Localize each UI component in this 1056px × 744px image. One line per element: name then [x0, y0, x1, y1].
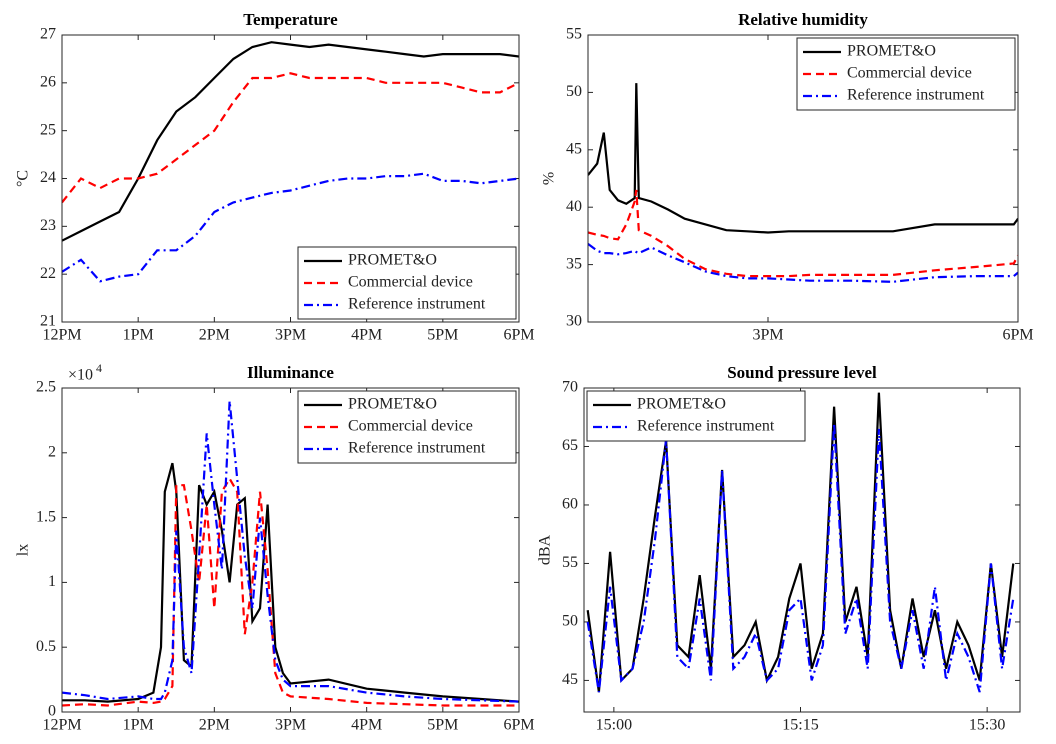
series-line [586, 423, 1015, 693]
x-tick-label: 6PM [1002, 327, 1033, 344]
series-line [588, 83, 1018, 234]
y-tick-label: 0 [48, 703, 56, 720]
y-tick-label: 2 [48, 443, 56, 460]
y-axis-label: dBA [537, 534, 554, 565]
legend-label: Commercial device [348, 274, 473, 291]
legend-label: PROMET&O [348, 252, 437, 269]
y-tick-label: 45 [562, 671, 578, 688]
y-multiplier: ×10 [68, 367, 93, 384]
x-tick-label: 15:00 [596, 717, 632, 734]
x-tick-label: 6PM [503, 327, 534, 344]
series-line [588, 189, 1018, 278]
x-tick-label: 12PM [42, 717, 81, 734]
y-multiplier-exponent: 4 [96, 361, 102, 375]
x-tick-label: 2PM [199, 717, 230, 734]
axes-frame [61, 387, 520, 713]
x-tick-label: 4PM [351, 717, 382, 734]
y-tick-label: 25 [40, 121, 56, 138]
y-tick-label: 55 [562, 554, 578, 571]
x-tick-label: 6PM [503, 717, 534, 734]
chart-title: Sound pressure level [727, 363, 877, 382]
y-tick-label: 24 [40, 169, 56, 186]
y-tick-label: 50 [566, 83, 582, 100]
series-line [62, 72, 519, 204]
y-tick-label: 26 [40, 74, 56, 91]
legend-label: Commercial device [847, 65, 972, 82]
y-tick-label: 23 [40, 217, 56, 234]
legend-label: Reference instrument [348, 440, 486, 457]
axes-frame [61, 34, 520, 323]
axes-frame [583, 387, 1021, 713]
x-tick-label: 3PM [275, 717, 306, 734]
legend-label: Reference instrument [637, 418, 775, 435]
legend-label: Reference instrument [348, 296, 486, 313]
series-line [62, 400, 519, 703]
chart-title: Temperature [243, 10, 338, 29]
series-line [62, 462, 519, 703]
x-tick-label: 15:15 [782, 717, 818, 734]
series-line [62, 172, 519, 283]
legend-label: Commercial device [348, 418, 473, 435]
y-tick-label: 65 [562, 437, 578, 454]
y-tick-label: 30 [566, 313, 582, 330]
y-tick-label: 22 [40, 265, 56, 282]
y-tick-label: 50 [562, 613, 578, 630]
legend-label: Reference instrument [847, 87, 985, 104]
y-axis-label: % [541, 172, 558, 185]
y-tick-label: 2.5 [36, 379, 56, 396]
x-tick-label: 1PM [123, 717, 154, 734]
series-line [586, 392, 1015, 693]
x-tick-label: 4PM [351, 327, 382, 344]
axes-frame [587, 34, 1019, 323]
y-tick-label: 45 [566, 140, 582, 157]
x-tick-label: 5PM [427, 717, 458, 734]
chart-title: Relative humidity [738, 10, 868, 29]
x-tick-label: 15:30 [969, 717, 1005, 734]
legend-box [586, 390, 806, 442]
plot-area [584, 388, 1020, 712]
y-axis-label: lx [15, 544, 32, 556]
y-tick-label: 0.5 [36, 638, 56, 655]
y-tick-label: 1.5 [36, 508, 56, 525]
legend-label: PROMET&O [348, 396, 437, 413]
series-line [588, 243, 1018, 283]
y-tick-label: 70 [562, 379, 578, 396]
legend-label: PROMET&O [847, 43, 936, 60]
x-tick-label: 5PM [427, 327, 458, 344]
y-tick-label: 40 [566, 198, 582, 215]
x-tick-label: 1PM [123, 327, 154, 344]
y-tick-label: 1 [48, 573, 56, 590]
legend-label: PROMET&O [637, 396, 726, 413]
y-tick-label: 35 [566, 255, 582, 272]
y-tick-label: 21 [40, 313, 56, 330]
x-tick-label: 2PM [199, 327, 230, 344]
chart-title: Illuminance [247, 363, 334, 382]
y-tick-label: 60 [562, 496, 578, 513]
x-tick-label: 12PM [42, 327, 81, 344]
x-tick-label: 3PM [275, 327, 306, 344]
y-tick-label: 55 [566, 26, 582, 43]
y-tick-label: 27 [40, 26, 56, 43]
y-axis-label: °C [15, 170, 32, 187]
x-tick-label: 3PM [752, 327, 783, 344]
